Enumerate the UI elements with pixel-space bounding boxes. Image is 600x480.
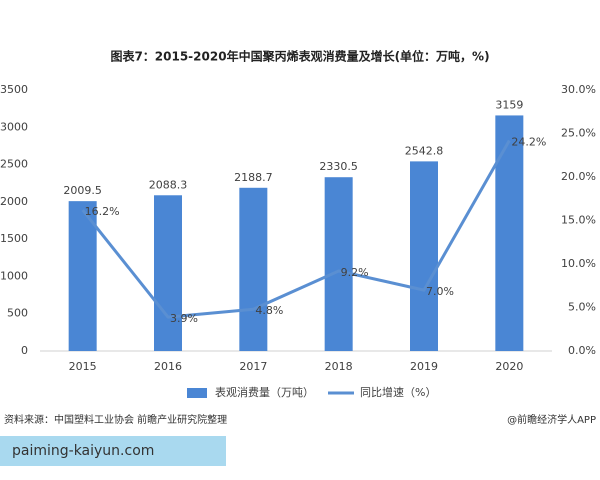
x-tick-label: 2019: [410, 360, 438, 373]
bar: [324, 177, 353, 351]
legend-label: 表观消费量（万吨）: [215, 385, 314, 399]
bar-value-label: 2330.5: [319, 160, 358, 173]
y-tick-label: 3000: [0, 120, 28, 133]
legend-label: 同比增速（%）: [360, 385, 436, 399]
y-tick-label: 3500: [0, 83, 28, 96]
y-tick-label: 0: [21, 344, 28, 357]
bar-value-label: 2542.8: [405, 144, 444, 157]
bar: [154, 195, 182, 351]
y-tick-label: 500: [7, 307, 28, 320]
legend-swatch: [187, 388, 207, 398]
x-tick-label: 2016: [154, 360, 182, 373]
line-value-label: 3.9%: [170, 312, 198, 325]
line: [81, 139, 511, 319]
y2-tick-label: 10.0%: [561, 257, 596, 270]
bar-value-label: 2009.5: [63, 184, 102, 197]
bar-value-label: 3159: [495, 98, 523, 111]
line-value-label: 16.2%: [85, 205, 120, 218]
y2-tick-label: 0.0%: [568, 344, 596, 357]
bar-value-label: 2188.7: [234, 171, 273, 184]
watermark: paiming-kaiyun.com: [12, 443, 154, 459]
y2-tick-label: 5.0%: [568, 301, 596, 314]
line-value-label: 9.2%: [341, 266, 369, 279]
x-tick-label: 2015: [69, 360, 97, 373]
source: 资料来源：中国塑料工业协会 前瞻产业研究院整理: [4, 413, 227, 426]
bar: [410, 161, 438, 351]
line-value-label: 7.0%: [426, 285, 454, 298]
y-tick-label: 1000: [0, 269, 28, 282]
x-tick-label: 2017: [239, 360, 267, 373]
y2-tick-label: 20.0%: [561, 170, 596, 183]
y2-tick-label: 30.0%: [561, 83, 596, 96]
bar: [495, 115, 524, 351]
x-tick-label: 2020: [495, 360, 523, 373]
bar: [239, 187, 268, 351]
y2-tick-label: 15.0%: [561, 214, 596, 227]
bar: [68, 201, 97, 351]
credit: @前瞻经济学人APP: [507, 413, 596, 426]
x-tick-label: 2018: [325, 360, 353, 373]
chart-title: 图表7：2015-2020年中国聚丙烯表观消费量及增长(单位：万吨，%): [110, 49, 489, 64]
y2-tick-label: 25.0%: [561, 127, 596, 140]
line-value-label: 4.8%: [255, 304, 283, 317]
line-value-label: 24.2%: [511, 135, 546, 148]
y-tick-label: 2500: [0, 158, 28, 171]
y-tick-label: 2000: [0, 195, 28, 208]
bar-value-label: 2088.3: [149, 178, 188, 191]
watermark-badge: [0, 436, 226, 466]
y-tick-label: 1500: [0, 232, 28, 245]
